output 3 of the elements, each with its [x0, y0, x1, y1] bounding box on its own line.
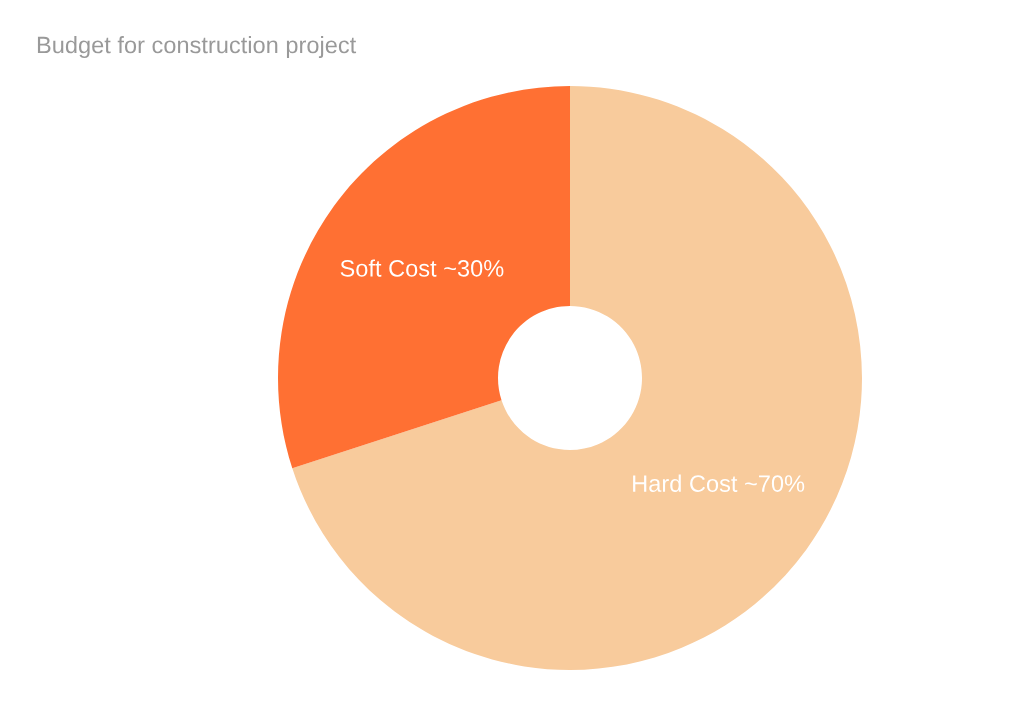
slice-label: Hard Cost ~70% [633, 474, 805, 492]
chart-title: Budget for construction project [37, 36, 357, 58]
slice-label: Soft Cost ~30% [340, 259, 504, 277]
